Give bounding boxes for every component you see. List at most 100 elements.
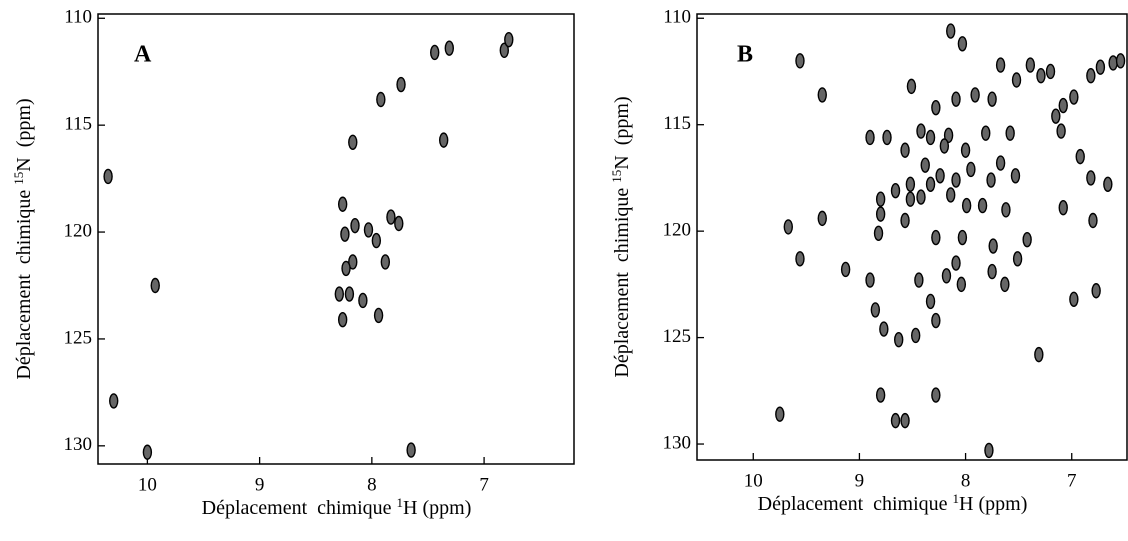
superscript: 15 bbox=[11, 172, 26, 185]
y-tick-label: 110 bbox=[663, 7, 691, 28]
axis-label: Déplacement chimique 1H (ppm) bbox=[758, 491, 1028, 516]
peak bbox=[905, 191, 916, 207]
peak bbox=[1022, 231, 1032, 248]
peak bbox=[795, 251, 805, 267]
panel-label: B bbox=[737, 42, 753, 68]
peak bbox=[337, 312, 348, 328]
peak bbox=[900, 142, 910, 158]
peak bbox=[920, 157, 930, 173]
peak bbox=[941, 268, 952, 284]
x-tick-label: 9 bbox=[255, 474, 265, 495]
axis-label: Déplacement chimique 15N (ppm) bbox=[11, 98, 36, 379]
peak bbox=[386, 209, 396, 225]
peak bbox=[957, 36, 968, 52]
peak bbox=[916, 123, 926, 139]
peak bbox=[1086, 68, 1096, 84]
peak bbox=[951, 91, 961, 107]
peak bbox=[840, 261, 851, 278]
peak bbox=[363, 222, 374, 238]
x-tick-label: 8 bbox=[367, 474, 377, 495]
peak bbox=[865, 129, 875, 146]
peak bbox=[977, 197, 988, 214]
x-tick-label: 8 bbox=[961, 470, 971, 491]
y-tick-label: 115 bbox=[64, 114, 92, 135]
peak bbox=[1012, 251, 1023, 267]
peak bbox=[925, 293, 936, 310]
peak bbox=[1010, 168, 1021, 184]
peak bbox=[334, 286, 345, 302]
label-part: H (ppm) bbox=[959, 493, 1027, 515]
peak bbox=[986, 172, 996, 188]
peak bbox=[956, 276, 967, 293]
peak bbox=[873, 225, 884, 241]
peak bbox=[775, 406, 785, 422]
peak bbox=[890, 412, 901, 429]
peak bbox=[893, 332, 904, 348]
peak bbox=[1058, 97, 1068, 114]
label-part: Déplacement chimique bbox=[758, 493, 953, 515]
peak bbox=[1108, 55, 1118, 71]
peak bbox=[1058, 200, 1068, 216]
peak bbox=[870, 302, 881, 318]
y-tick-label: 125 bbox=[64, 327, 93, 348]
peak bbox=[380, 254, 391, 270]
y-tick-label: 110 bbox=[64, 7, 92, 28]
peak bbox=[1069, 291, 1079, 307]
label-part: N (ppm) bbox=[13, 98, 35, 171]
plot-frame bbox=[696, 13, 1128, 461]
peak bbox=[970, 87, 980, 103]
peak bbox=[875, 206, 886, 222]
peak bbox=[1115, 53, 1126, 69]
peak bbox=[875, 191, 886, 207]
peak bbox=[1086, 170, 1096, 186]
peak bbox=[951, 255, 961, 271]
peak bbox=[879, 321, 889, 337]
peak bbox=[1011, 72, 1022, 88]
peak bbox=[1001, 202, 1011, 218]
peak bbox=[430, 44, 440, 61]
y-tick-label: 130 bbox=[663, 432, 692, 453]
peak bbox=[817, 87, 827, 103]
x-tick-label: 10 bbox=[744, 470, 763, 491]
peak bbox=[906, 78, 917, 95]
peak bbox=[931, 99, 941, 116]
y-tick-label: 115 bbox=[663, 113, 691, 134]
x-tick-label: 10 bbox=[138, 474, 157, 495]
peak bbox=[939, 138, 950, 154]
peak bbox=[340, 226, 350, 242]
peak bbox=[865, 272, 875, 288]
peak bbox=[931, 312, 941, 329]
peak bbox=[946, 187, 956, 203]
peak bbox=[943, 127, 954, 144]
peak bbox=[348, 254, 358, 270]
y-tick-label: 125 bbox=[663, 326, 692, 347]
peak bbox=[1075, 148, 1085, 165]
peak bbox=[1036, 68, 1046, 84]
peak bbox=[1025, 57, 1036, 73]
peak bbox=[444, 40, 454, 56]
peak bbox=[931, 229, 941, 246]
peak bbox=[900, 212, 910, 229]
peak bbox=[925, 129, 936, 146]
peak bbox=[966, 161, 976, 178]
peak bbox=[1005, 125, 1015, 141]
peak bbox=[981, 125, 991, 141]
peak bbox=[396, 76, 406, 93]
peak bbox=[916, 189, 926, 205]
peak bbox=[1069, 89, 1079, 105]
peak bbox=[995, 57, 1006, 73]
peak bbox=[1095, 59, 1106, 75]
peak bbox=[341, 260, 351, 277]
peak bbox=[817, 210, 827, 227]
peak bbox=[1091, 283, 1101, 299]
peak bbox=[900, 412, 910, 429]
peak bbox=[875, 387, 886, 403]
superscript: 1 bbox=[397, 495, 404, 510]
x-tick-label: 9 bbox=[855, 470, 865, 491]
peak bbox=[931, 387, 941, 403]
peak bbox=[951, 172, 961, 188]
y-tick-label: 120 bbox=[64, 220, 93, 241]
peak bbox=[783, 219, 793, 235]
